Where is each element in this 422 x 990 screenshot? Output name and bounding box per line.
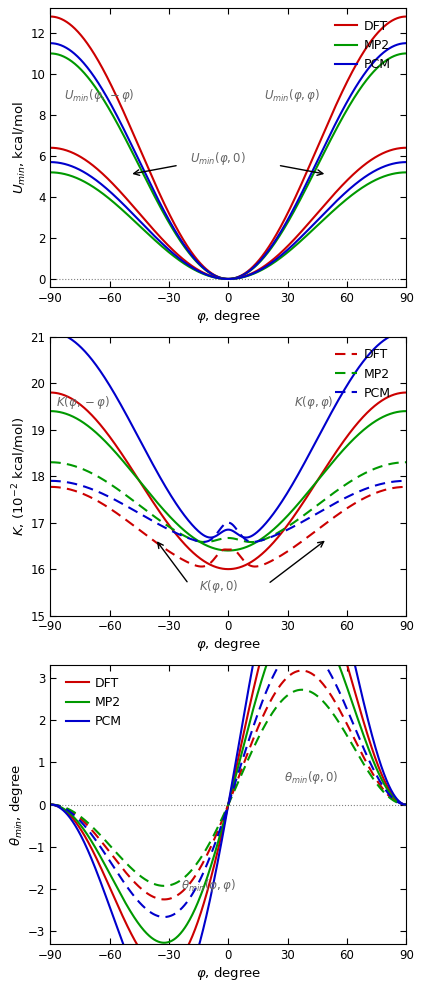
Y-axis label: $\theta_{min}$, degree: $\theta_{min}$, degree [8, 763, 25, 845]
Y-axis label: $K$, $(10^{-2}$ kcal/mol): $K$, $(10^{-2}$ kcal/mol) [10, 417, 28, 536]
X-axis label: $\varphi$, degree: $\varphi$, degree [196, 637, 261, 653]
Text: $U_{min}(\varphi,0)$: $U_{min}(\varphi,0)$ [190, 150, 246, 167]
Text: $K(\varphi,\varphi)$: $K(\varphi,\varphi)$ [294, 394, 333, 412]
Text: $\theta_{min}(\varphi,0)$: $\theta_{min}(\varphi,0)$ [284, 769, 338, 786]
X-axis label: $\varphi$, degree: $\varphi$, degree [196, 308, 261, 325]
Text: $U_{min}(\varphi,\varphi)$: $U_{min}(\varphi,\varphi)$ [264, 86, 320, 104]
Text: $K(\varphi,-\varphi)$: $K(\varphi,-\varphi)$ [56, 394, 110, 412]
Legend: DFT, MP2, PCM: DFT, MP2, PCM [332, 18, 393, 74]
Text: $\theta_{min}(\varphi,\varphi)$: $\theta_{min}(\varphi,\varphi)$ [181, 877, 236, 894]
X-axis label: $\varphi$, degree: $\varphi$, degree [196, 964, 261, 982]
Y-axis label: $U_{min}$, kcal/mol: $U_{min}$, kcal/mol [12, 101, 28, 194]
Text: $U_{min}(\varphi,-\varphi)$: $U_{min}(\varphi,-\varphi)$ [64, 86, 135, 104]
Text: $K(\varphi,0)$: $K(\varphi,0)$ [199, 578, 238, 595]
Legend: DFT, MP2, PCM: DFT, MP2, PCM [332, 346, 393, 402]
Legend: DFT, MP2, PCM: DFT, MP2, PCM [64, 674, 124, 731]
